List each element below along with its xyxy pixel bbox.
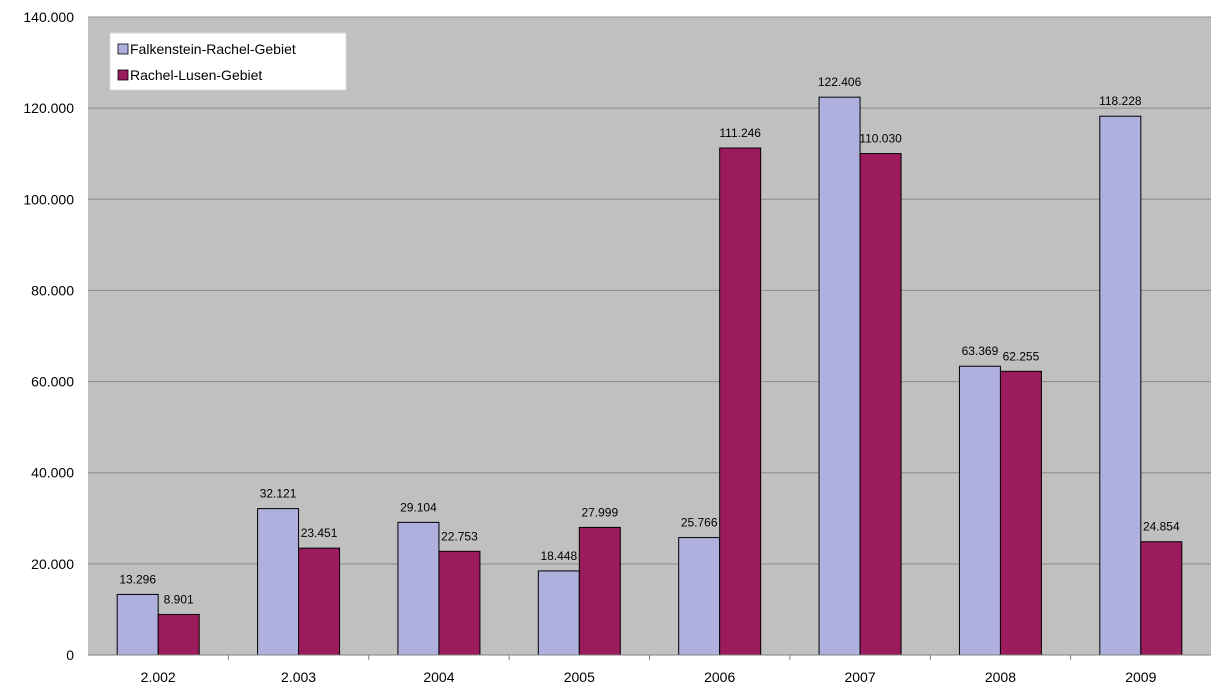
data-label: 122.406	[818, 75, 862, 89]
x-tick-label: 2.002	[141, 669, 176, 685]
legend-swatch-falkenstein	[117, 43, 129, 55]
x-tick-label: 2.003	[281, 669, 316, 685]
data-label: 13.296	[119, 572, 156, 586]
x-tick-label: 2005	[564, 669, 595, 685]
plot-area	[88, 17, 1211, 655]
bar-falkenstein	[257, 508, 300, 656]
y-tick-label: 20.000	[31, 556, 74, 572]
bar-rachel-lusen	[719, 147, 762, 656]
data-label: 32.121	[260, 487, 297, 501]
data-label: 29.104	[400, 500, 437, 514]
y-tick-label: 80.000	[31, 282, 74, 298]
data-labels: 13.296 8.901 32.121 23.451 29.104 22.753 18.44…	[119, 75, 1180, 606]
bar-rachel-lusen	[578, 526, 621, 656]
bar-falkenstein	[818, 96, 861, 656]
gridlines	[88, 16, 1211, 565]
bar-rachel-lusen	[157, 613, 200, 656]
bar-rachel-lusen	[1140, 541, 1183, 656]
bar-rachel-lusen	[438, 550, 481, 656]
data-label: 111.246	[719, 126, 761, 140]
data-label: 110.030	[859, 132, 902, 146]
legend-label-falkenstein: Falkenstein-Rachel-Gebiet	[130, 41, 296, 57]
bar-falkenstein	[537, 570, 580, 656]
y-tick-label: 60.000	[31, 374, 74, 390]
bar-falkenstein	[678, 537, 721, 656]
data-label: 23.451	[301, 526, 338, 540]
legend-label-rachel-lusen: Rachel-Lusen-Gebiet	[130, 67, 262, 83]
bar-rachel-lusen	[859, 153, 902, 656]
data-label: 22.753	[441, 529, 478, 543]
data-label: 63.369	[962, 344, 999, 358]
data-label: 27.999	[581, 505, 618, 519]
x-tick-label: 2004	[423, 669, 454, 685]
y-tick-label: 40.000	[31, 465, 74, 481]
data-label: 25.766	[681, 516, 718, 530]
x-tick-label: 2006	[704, 669, 735, 685]
bars	[116, 96, 1183, 656]
data-label: 118.228	[1099, 94, 1142, 108]
y-tick-label: 120.000	[23, 100, 74, 116]
bar-falkenstein	[1099, 115, 1142, 656]
legend-swatch-rachel-lusen	[117, 69, 129, 81]
x-axis-tick-labels: 2.002 2.003 2004 2005 2006 2007 2008 2009	[141, 655, 1157, 685]
y-tick-label: 100.000	[23, 191, 74, 207]
y-axis-tick-labels: 0 20.000 40.000 60.000 80.000 100.000 120.000 1…	[23, 9, 74, 663]
bar-rachel-lusen	[298, 547, 341, 656]
bar-falkenstein	[116, 593, 159, 656]
legend: Falkenstein-Rachel-Gebiet Rachel-Lusen-G…	[109, 32, 347, 91]
y-tick-label: 0	[66, 647, 74, 663]
bar-rachel-lusen	[999, 370, 1042, 656]
data-label: 18.448	[540, 549, 577, 563]
data-label: 8.901	[164, 592, 194, 606]
y-tick-label: 140.000	[23, 9, 74, 25]
x-tick-label: 2007	[844, 669, 875, 685]
data-label: 24.854	[1143, 520, 1180, 534]
x-tick-label: 2008	[985, 669, 1016, 685]
bar-falkenstein	[958, 365, 1001, 656]
data-label: 62.255	[1003, 349, 1040, 363]
legend-box	[109, 32, 347, 91]
x-tick-label: 2009	[1125, 669, 1156, 685]
bar-falkenstein	[397, 521, 440, 656]
